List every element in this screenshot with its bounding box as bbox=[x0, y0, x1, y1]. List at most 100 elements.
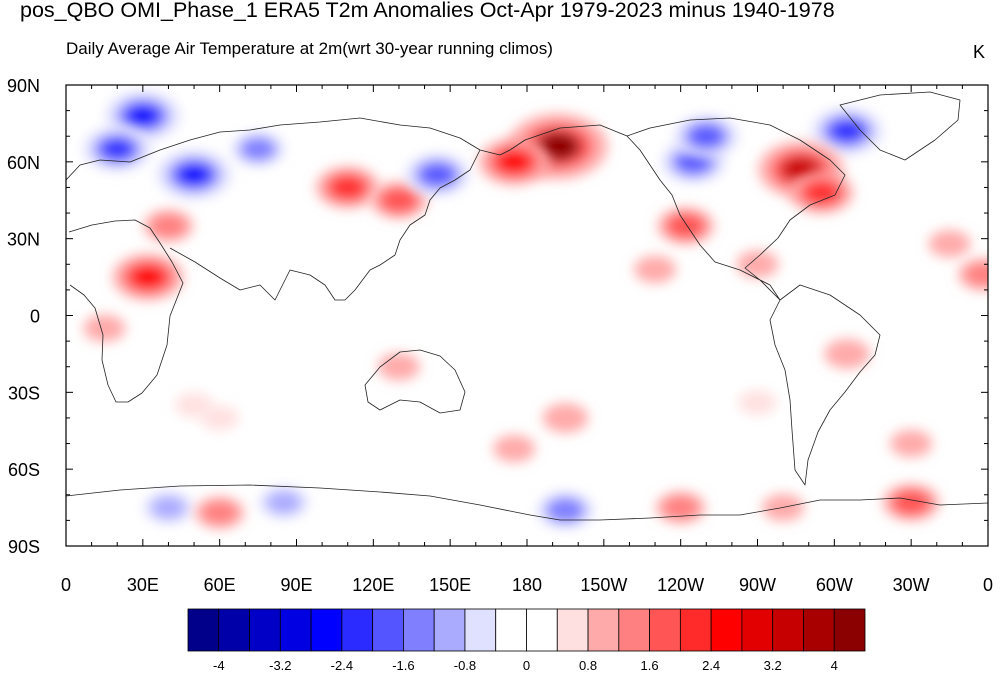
lon-label-8: 120W bbox=[657, 575, 704, 595]
colorbar-swatch-4 bbox=[310, 608, 343, 652]
lon-label-2: 60E bbox=[204, 575, 236, 595]
anomaly-feature-20 bbox=[143, 209, 194, 243]
anomaly-feature-6 bbox=[405, 153, 470, 196]
coastline-south-america bbox=[769, 284, 881, 486]
lon-label-9: 90W bbox=[739, 575, 776, 595]
lon-label-10: 60W bbox=[816, 575, 853, 595]
colorbar-label-8: 2.4 bbox=[702, 658, 720, 673]
colorbar bbox=[187, 608, 866, 652]
lon-label-5: 150E bbox=[429, 575, 471, 595]
units-label: K bbox=[973, 42, 986, 62]
colorbar-swatch-13 bbox=[587, 608, 620, 652]
anomaly-feature-11 bbox=[811, 107, 883, 155]
colorbar-swatch-10 bbox=[495, 608, 527, 652]
colorbar-swatch-11 bbox=[526, 608, 558, 652]
coastline-europe-asia bbox=[66, 117, 628, 181]
lat-label-3: 0 bbox=[30, 307, 40, 327]
lon-label-0: 0 bbox=[61, 575, 71, 595]
variable-name: Daily Average Air Temperature at 2m bbox=[66, 39, 343, 58]
colorbar-label-6: 0.8 bbox=[579, 658, 597, 673]
anomaly-feature-33 bbox=[194, 496, 245, 529]
anomaly-feature-3 bbox=[231, 131, 285, 167]
coastlines bbox=[66, 91, 988, 521]
coastline-australia bbox=[364, 349, 466, 414]
anomaly-feature-23 bbox=[174, 392, 214, 418]
colorbar-swatch-7 bbox=[403, 608, 435, 652]
anomaly-feature-10 bbox=[674, 115, 739, 158]
colorbar-label-7: 1.6 bbox=[641, 658, 659, 673]
chart-title: pos_QBO OMI_Phase_1 ERA5 T2m Anomalies O… bbox=[20, 0, 835, 22]
anomaly-feature-17 bbox=[928, 229, 971, 258]
colorbar-swatch-2 bbox=[249, 608, 281, 652]
anomaly-feature-2 bbox=[156, 150, 232, 200]
anomaly-feature-34 bbox=[655, 491, 706, 524]
lon-label-1: 30E bbox=[127, 575, 159, 595]
colorbar-label-9: 3.2 bbox=[764, 658, 782, 673]
colorbar-swatch-12 bbox=[556, 608, 589, 652]
anomaly-feature-5 bbox=[370, 181, 428, 219]
lat-label-4: 30S bbox=[8, 383, 40, 403]
coastline-south-asia bbox=[169, 247, 345, 301]
anomaly-feature-19 bbox=[112, 253, 184, 301]
anomaly-field bbox=[83, 91, 988, 529]
lon-label-7: 150W bbox=[580, 575, 627, 595]
colorbar-labels: -4 -3.2 -2.4 -1.6 -0.8 0 0.8 1.6 2.4 3.2 4 bbox=[213, 658, 838, 673]
anomaly-feature-1 bbox=[83, 126, 152, 172]
anomaly-feature-31 bbox=[258, 486, 309, 519]
colorbar-swatch-9 bbox=[464, 608, 497, 652]
anomaly-feature-35 bbox=[882, 483, 940, 522]
colorbar-swatch-5 bbox=[341, 608, 374, 652]
latitude-labels: 90N 60N 30N 0 30S 60S 90S bbox=[7, 76, 40, 557]
anomaly-feature-15 bbox=[633, 255, 677, 284]
anomaly-feature-28 bbox=[824, 338, 871, 369]
colorbar-label-10: 4 bbox=[831, 658, 838, 673]
colorbar-swatch-20 bbox=[803, 608, 835, 652]
colorbar-swatch-15 bbox=[649, 608, 681, 652]
colorbar-swatch-21 bbox=[833, 608, 866, 652]
anomaly-feature-14 bbox=[657, 207, 715, 245]
lon-label-3: 90E bbox=[280, 575, 312, 595]
colorbar-label-2: -2.4 bbox=[331, 658, 353, 673]
colorbar-swatch-17 bbox=[710, 608, 743, 652]
anomaly-feature-16 bbox=[736, 250, 779, 279]
colorbar-swatch-19 bbox=[772, 608, 804, 652]
lon-label-6: 180 bbox=[512, 575, 542, 595]
anomaly-feature-21 bbox=[83, 314, 126, 343]
colorbar-label-4: -0.8 bbox=[454, 658, 476, 673]
climatology-note: (wrt 30-year running climos) bbox=[342, 39, 553, 58]
anomaly-feature-18 bbox=[958, 258, 988, 291]
anomaly-feature-25 bbox=[542, 402, 589, 433]
lon-label-11: 30W bbox=[893, 575, 930, 595]
anomaly-feature-32 bbox=[537, 491, 594, 529]
colorbar-label-1: -3.2 bbox=[269, 658, 291, 673]
coastline-greenland bbox=[839, 91, 961, 161]
colorbar-swatch-14 bbox=[618, 608, 650, 652]
colorbar-swatch-3 bbox=[279, 608, 312, 652]
map-ticks bbox=[65, 84, 989, 547]
anomaly-feature-24 bbox=[200, 405, 240, 431]
colorbar-label-0: -4 bbox=[213, 658, 225, 673]
longitude-labels: 0 30E 60E 90E 120E 150E 180 150W 120W 90W 60W 30W 0 bbox=[61, 575, 993, 595]
anomaly-feature-27 bbox=[738, 389, 777, 416]
coastline-africa bbox=[68, 219, 184, 403]
anomaly-feature-22 bbox=[377, 352, 421, 381]
lat-label-2: 30N bbox=[7, 230, 40, 250]
anomaly-feature-30 bbox=[143, 491, 194, 524]
lat-label-6: 90S bbox=[8, 537, 40, 557]
coastline-north-america bbox=[626, 117, 846, 301]
anomaly-feature-29 bbox=[889, 429, 933, 458]
colorbar-label-5: 0 bbox=[523, 658, 530, 673]
anomaly-feature-26 bbox=[492, 434, 536, 463]
colorbar-swatch-6 bbox=[372, 608, 404, 652]
anomaly-feature-13 bbox=[789, 171, 854, 214]
colorbar-swatch-0 bbox=[187, 608, 220, 652]
lon-label-12: 0 bbox=[983, 575, 993, 595]
colorbar-swatch-16 bbox=[679, 608, 712, 652]
coastline-antarctica bbox=[66, 484, 988, 521]
lat-label-5: 60S bbox=[8, 460, 40, 480]
anomaly-feature-4 bbox=[315, 166, 380, 209]
colorbar-swatch-18 bbox=[741, 608, 774, 652]
colorbar-swatch-8 bbox=[433, 608, 466, 652]
lon-label-4: 120E bbox=[352, 575, 394, 595]
